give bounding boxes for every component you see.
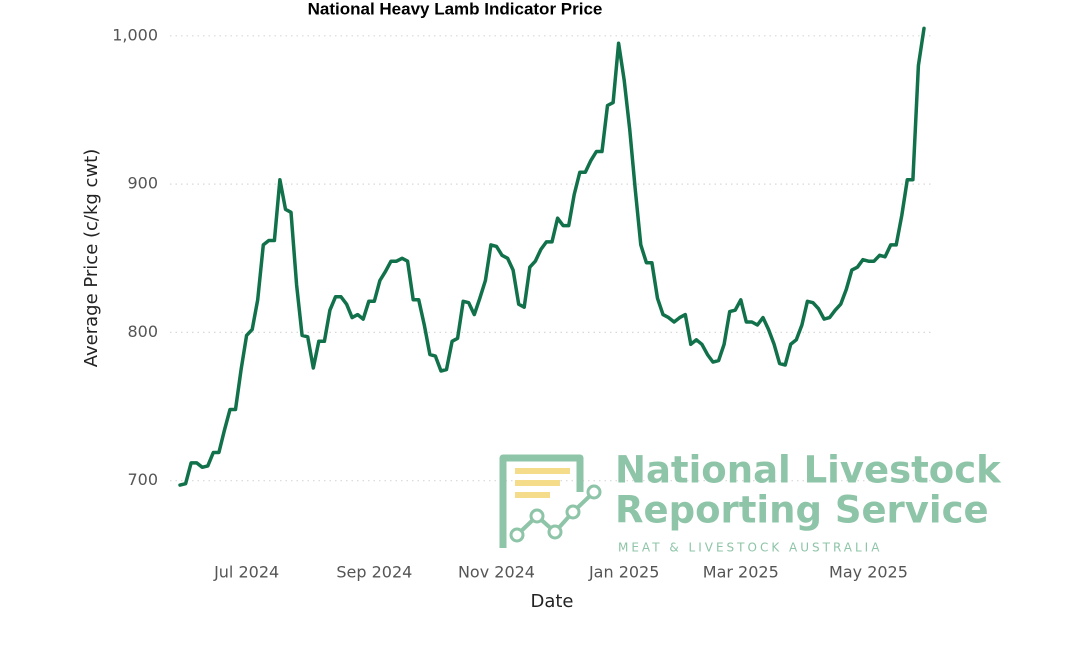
logo-dot [547, 524, 563, 540]
logo-document [499, 454, 584, 548]
logo-tagline: MEAT & LIVESTOCK AUSTRALIA [618, 541, 882, 555]
logo-dot [529, 508, 545, 524]
x-tick-label: Sep 2024 [336, 563, 412, 582]
x-tick-label: May 2025 [829, 563, 908, 582]
logo-dot [586, 484, 602, 500]
x-tick-label: Mar 2025 [703, 563, 779, 582]
chart-title: National Heavy Lamb Indicator Price [308, 0, 603, 18]
logo-dot [509, 527, 525, 543]
logo-text: Reporting Service [615, 489, 989, 532]
logo-text: National Livestock [615, 449, 1002, 492]
y-tick-label: 800 [127, 322, 158, 341]
price-line [178, 26, 926, 487]
x-tick-label: Jan 2025 [588, 563, 659, 582]
y-axis-label: Average Price (c/kg cwt) [81, 149, 102, 368]
x-tick-label: Jul 2024 [213, 563, 279, 582]
logo [499, 454, 602, 548]
y-tick-label: 1,000 [112, 25, 158, 44]
x-tick-label: Nov 2024 [458, 563, 535, 582]
logo-dot [565, 504, 581, 520]
y-tick-label: 700 [127, 470, 158, 489]
y-tick-label: 900 [127, 174, 158, 193]
x-axis-label: Date [530, 591, 573, 612]
